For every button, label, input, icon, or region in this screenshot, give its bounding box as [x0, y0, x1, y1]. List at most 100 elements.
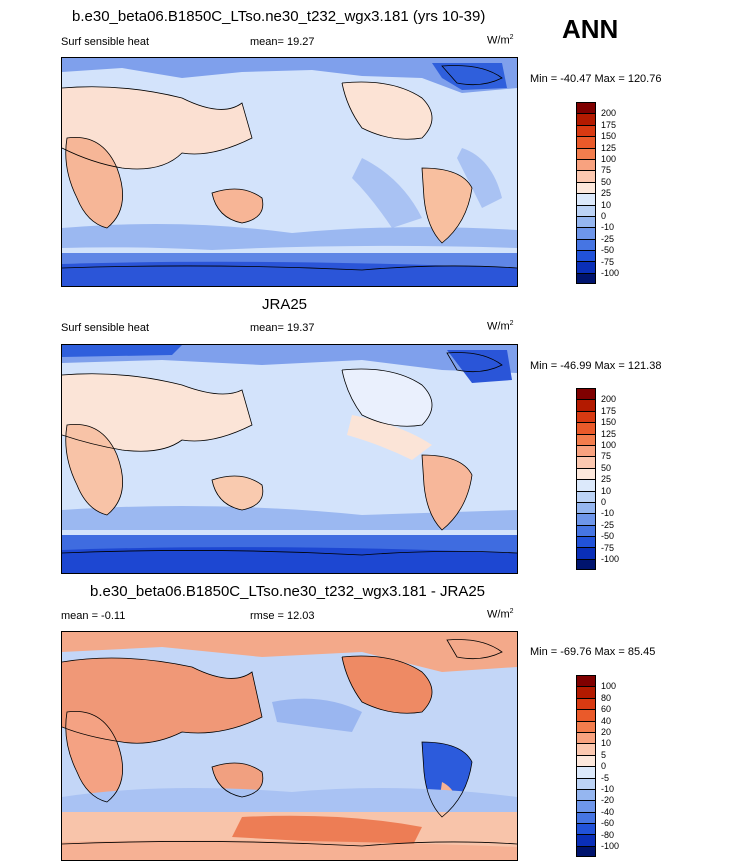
panel1-variable-label: Surf sensible heat	[61, 36, 150, 48]
colorbar-tick-label: -10	[601, 508, 615, 519]
panel1-mean-label: mean= 19.27	[250, 36, 315, 48]
colorbar-tick-label: -5	[601, 772, 610, 783]
colorbar-swatch	[576, 181, 596, 194]
colorbar-tick-label: 20	[601, 727, 612, 737]
colorbar-swatch	[576, 823, 596, 835]
colorbar-tick-label: 100	[601, 681, 617, 692]
colorbar-tick-label: -20	[601, 795, 615, 806]
colorbar-tick-label: 150	[601, 131, 617, 142]
colorbar-tick-label: -50	[601, 531, 615, 542]
colorbar-swatch	[576, 422, 596, 434]
colorbar-swatch	[576, 777, 596, 789]
colorbar-tick-label: -100	[601, 268, 620, 278]
colorbar-swatch	[576, 113, 596, 125]
colorbar-tick-label: 0	[601, 211, 607, 221]
colorbar-tick-label: 50	[601, 176, 612, 187]
colorbar-tick-label: -100	[601, 554, 620, 564]
colorbar-swatch	[576, 501, 596, 514]
colorbar-swatch	[576, 467, 596, 480]
panel2-map	[61, 344, 518, 574]
colorbar-swatch	[576, 388, 596, 400]
colorbar-swatch	[576, 479, 596, 491]
colorbar-tick-label: 150	[601, 417, 617, 428]
colorbar-swatch	[576, 204, 596, 216]
panel3-map-canvas	[62, 632, 517, 860]
colorbar-tick-label: -75	[601, 542, 615, 553]
colorbar-swatch	[576, 102, 596, 114]
colorbar-tick-label: -80	[601, 829, 615, 840]
colorbar-tick-label: -10	[601, 784, 615, 794]
colorbar-swatch	[576, 524, 596, 537]
colorbar-tick-label: 175	[601, 119, 617, 130]
colorbar-tick-label: 80	[601, 692, 612, 703]
colorbar-tick-label: -40	[601, 806, 615, 817]
colorbar-tick-label: 100	[601, 154, 617, 164]
panel3-minmax: Min = -69.76 Max = 85.45	[530, 646, 656, 658]
colorbar-tick-label: 10	[601, 199, 612, 210]
panel1-units: W/m2	[487, 34, 514, 47]
panel3-colorbar	[576, 675, 596, 858]
panel3-title: b.e30_beta06.B1850C_LTso.ne30_t232_wgx3.…	[90, 583, 486, 600]
colorbar-swatch	[576, 272, 596, 285]
panel3-units: W/m2	[487, 608, 514, 621]
panel2-mean-label: mean= 19.37	[250, 322, 315, 334]
colorbar-swatch	[576, 788, 596, 801]
colorbar-swatch	[576, 136, 596, 148]
colorbar-tick-label: 200	[601, 108, 617, 119]
colorbar-tick-label: 200	[601, 394, 617, 405]
colorbar-swatch	[576, 709, 596, 721]
colorbar-tick-label: 60	[601, 704, 612, 715]
panel1-minmax: Min = -40.47 Max = 120.76	[530, 73, 662, 85]
colorbar-swatch	[576, 834, 596, 846]
colorbar-swatch	[576, 547, 596, 559]
colorbar-tick-label: 175	[601, 405, 617, 416]
colorbar-tick-label: 75	[601, 451, 612, 462]
colorbar-swatch	[576, 250, 596, 262]
panel2-variable-label: Surf sensible heat	[61, 322, 150, 334]
colorbar-swatch	[576, 444, 596, 457]
colorbar-swatch	[576, 845, 596, 858]
colorbar-tick-label: -25	[601, 233, 615, 244]
colorbar-swatch	[576, 193, 596, 205]
colorbar-swatch	[576, 697, 596, 710]
colorbar-tick-label: 40	[601, 715, 612, 726]
colorbar-tick-label: 25	[601, 188, 612, 199]
panel2-map-canvas	[62, 345, 517, 573]
colorbar-swatch	[576, 215, 596, 228]
colorbar-swatch	[576, 754, 596, 767]
colorbar-tick-label: -10	[601, 222, 615, 233]
panel2-title: JRA25	[262, 296, 308, 313]
colorbar-tick-label: 50	[601, 462, 612, 473]
colorbar-swatch	[576, 536, 596, 548]
colorbar-tick-label: -50	[601, 245, 615, 256]
panel1-colorbar	[576, 102, 596, 285]
colorbar-tick-label: -25	[601, 519, 615, 530]
panel3-mean-label: mean = -0.11	[61, 610, 126, 622]
colorbar-swatch	[576, 261, 596, 273]
colorbar-swatch	[576, 490, 596, 502]
colorbar-swatch	[576, 720, 596, 732]
panel2-units: W/m2	[487, 320, 514, 333]
colorbar-swatch	[576, 227, 596, 239]
colorbar-swatch	[576, 433, 596, 445]
colorbar-swatch	[576, 558, 596, 571]
colorbar-tick-label: 125	[601, 142, 617, 153]
panel2-minmax: Min = -46.99 Max = 121.38	[530, 360, 662, 372]
colorbar-tick-label: 0	[601, 497, 607, 507]
colorbar-swatch	[576, 147, 596, 159]
colorbar-swatch	[576, 731, 596, 744]
colorbar-swatch	[576, 766, 596, 778]
colorbar-tick-label: 25	[601, 474, 612, 485]
colorbar-tick-label: -75	[601, 256, 615, 267]
colorbar-swatch	[576, 513, 596, 525]
colorbar-swatch	[576, 686, 596, 698]
colorbar-tick-label: -60	[601, 818, 615, 829]
colorbar-swatch	[576, 158, 596, 171]
colorbar-tick-label: -100	[601, 841, 620, 851]
colorbar-swatch	[576, 800, 596, 812]
panel1-map-canvas	[62, 58, 517, 286]
colorbar-tick-label: 0	[601, 761, 607, 772]
colorbar-swatch	[576, 675, 596, 687]
season-label: ANN	[562, 14, 619, 44]
panel2-colorbar	[576, 388, 596, 571]
